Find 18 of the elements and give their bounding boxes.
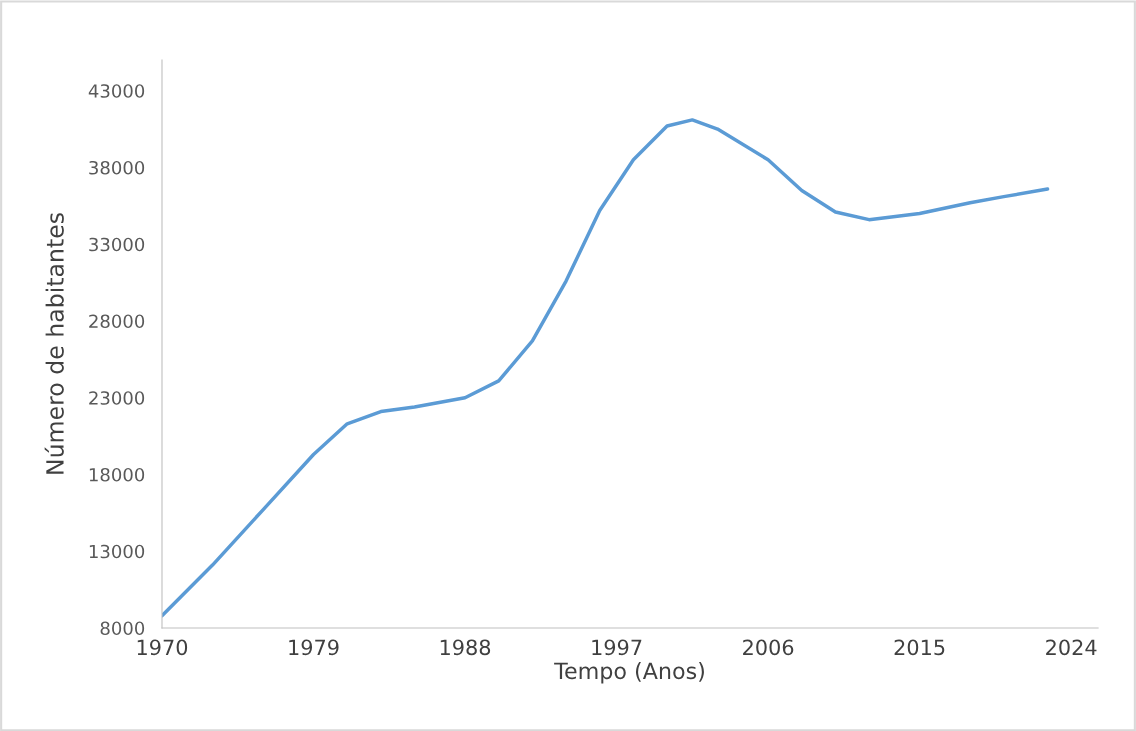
y-tick-label: 23000 [89, 391, 145, 405]
x-tick-label: 1979 [289, 639, 339, 656]
y-tick-label: 8000 [100, 621, 145, 636]
y-tick-label: 18000 [89, 467, 145, 482]
y-tick-label: 43000 [88, 84, 145, 98]
y-axis-title: Número de habitantes [44, 213, 64, 474]
x-tick-label: 2024 [1046, 639, 1097, 656]
y-tick-label: 13000 [89, 544, 145, 559]
x-tick-label: 2006 [743, 639, 794, 656]
x-tick-label: 1997 [592, 639, 642, 656]
line-series [161, 118, 1050, 618]
y-tick-label: 38000 [89, 160, 145, 175]
x-axis-title: Tempo (Anos) [554, 662, 704, 684]
y-tick-label: 28000 [89, 314, 145, 329]
x-tick-label: 1970 [137, 639, 188, 656]
x-tick-label: 2015 [894, 639, 945, 656]
x-tick-label: 1988 [440, 639, 491, 656]
y-tick-label: 33000 [89, 237, 145, 252]
